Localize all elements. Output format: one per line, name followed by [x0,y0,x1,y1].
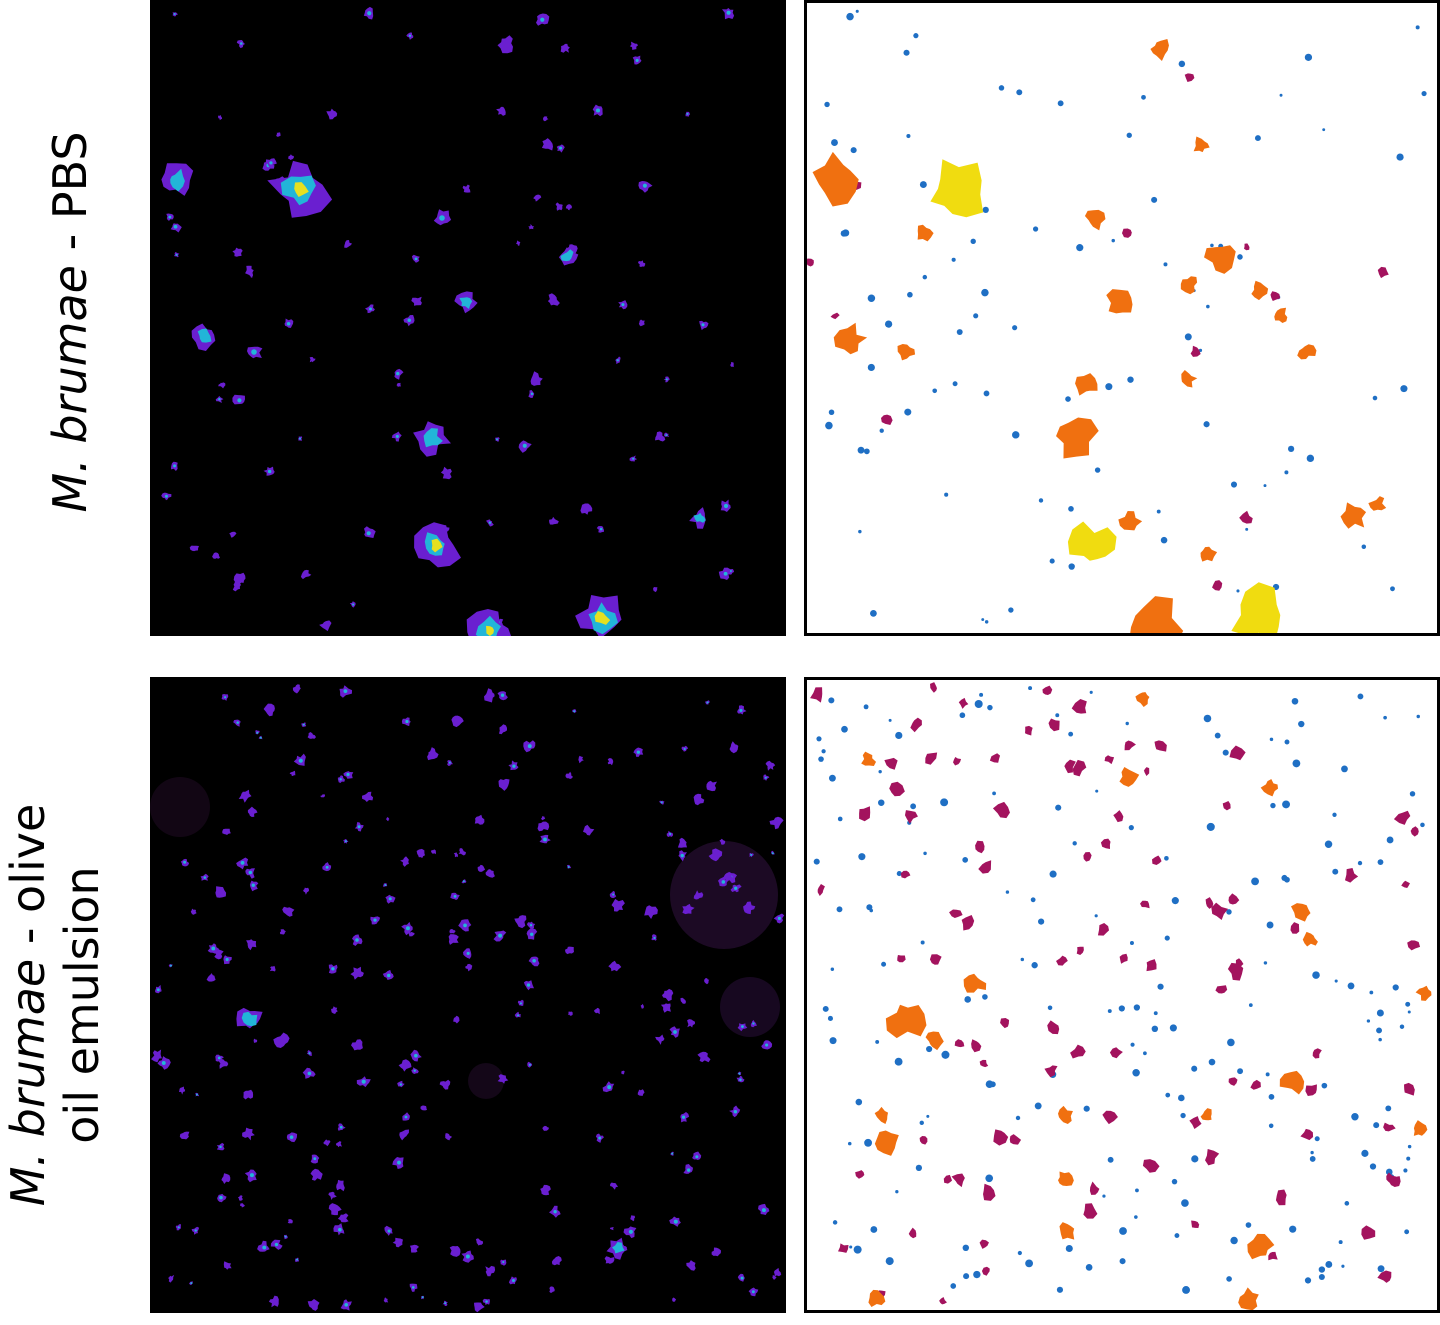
species-name: M. brumae [42,265,97,513]
segmentation-map-olive-oil [804,677,1440,1313]
row-label-pbs-text: M. brumae - PBS [43,131,97,512]
species-name: M. brumae [0,958,55,1207]
condition-name: - PBS [42,131,97,266]
row-label-line-1: M. brumae - olive [1,804,55,1207]
segmentation-map-pbs [804,0,1440,636]
row-label-line-2: oil emulsion [55,866,109,1144]
row-label-pbs: M. brumae - PBS [40,2,100,642]
fluorescence-image-olive-oil [150,677,786,1313]
condition-name-part-1: - olive [0,803,55,959]
row-label-olive-oil: M. brumae - olive oil emulsion [0,685,110,1325]
fluorescence-image-pbs [150,0,786,636]
